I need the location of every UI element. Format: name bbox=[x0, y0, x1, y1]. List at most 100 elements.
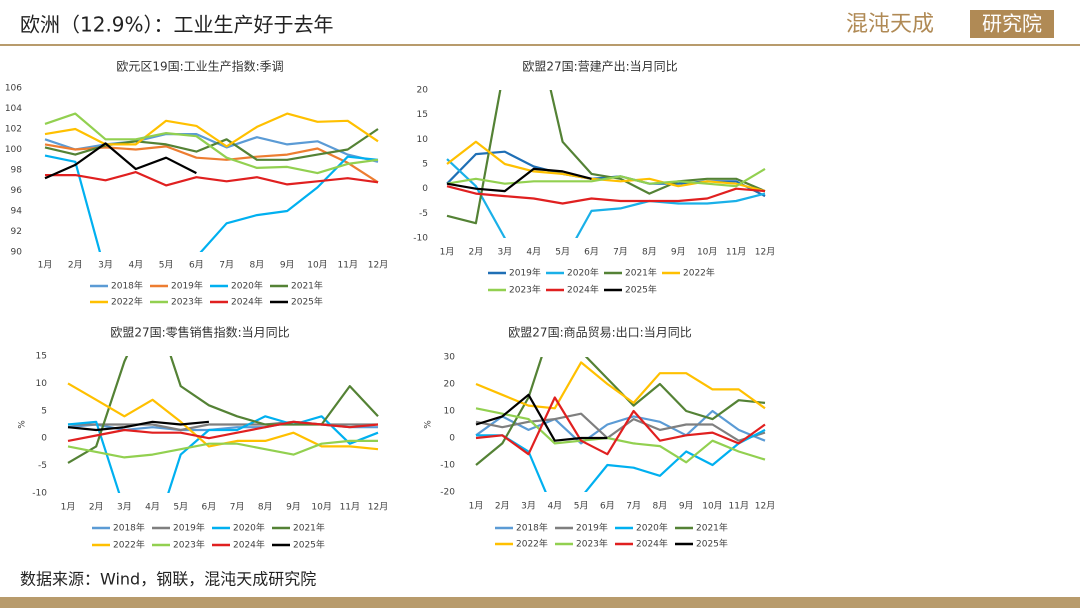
series-line bbox=[45, 171, 379, 187]
y-tick-label: 5 bbox=[41, 406, 47, 416]
y-tick-label: 15 bbox=[36, 352, 47, 362]
series-line bbox=[44, 142, 197, 180]
x-tick-label: 4月 bbox=[145, 502, 160, 513]
legend-label: 2023年 bbox=[171, 296, 203, 308]
legend-label: 2025年 bbox=[293, 539, 325, 551]
series-line bbox=[475, 361, 766, 410]
legend-label: 2024年 bbox=[233, 539, 265, 551]
legend-label: 2024年 bbox=[231, 296, 263, 308]
series-line bbox=[446, 90, 766, 225]
y-axis-label: % bbox=[18, 420, 28, 429]
logo-box-text: 研究院 bbox=[982, 12, 1042, 36]
x-tick-label: 7月 bbox=[626, 501, 641, 512]
x-tick-label: 9月 bbox=[280, 260, 295, 271]
x-tick-label: 9月 bbox=[286, 502, 301, 513]
legend-label: 2018年 bbox=[113, 522, 145, 534]
y-tick-label: -10 bbox=[413, 234, 428, 244]
y-tick-label: 10 bbox=[417, 135, 429, 145]
y-tick-label: 20 bbox=[417, 86, 429, 96]
x-tick-label: 5月 bbox=[159, 260, 174, 271]
y-tick-label: -5 bbox=[38, 461, 47, 471]
series-line bbox=[475, 393, 608, 442]
x-tick-label: 10月 bbox=[311, 502, 331, 513]
x-tick-label: 2月 bbox=[89, 502, 104, 513]
y-tick-label: 90 bbox=[11, 248, 23, 258]
x-tick-label: 11月 bbox=[338, 260, 358, 271]
series-line bbox=[44, 112, 379, 175]
plot bbox=[446, 90, 766, 238]
series-line bbox=[44, 133, 379, 163]
legend-label: 2023年 bbox=[509, 284, 541, 296]
series-line bbox=[446, 140, 766, 193]
x-tick-label: 10月 bbox=[697, 247, 717, 258]
series-line bbox=[67, 415, 379, 493]
legend-label: 2020年 bbox=[636, 522, 668, 534]
series-line bbox=[44, 154, 379, 252]
series-line bbox=[446, 185, 766, 205]
y-tick-label: 0 bbox=[422, 184, 428, 194]
x-tick-label: 12月 bbox=[755, 501, 775, 512]
footer-bar bbox=[0, 597, 1080, 608]
y-tick-label: -10 bbox=[440, 461, 455, 471]
y-tick-label: 20 bbox=[444, 380, 456, 390]
x-tick-label: 6月 bbox=[584, 247, 599, 258]
plot bbox=[475, 357, 766, 492]
y-axis-label: % bbox=[424, 420, 434, 429]
y-tick-label: 104 bbox=[5, 104, 22, 114]
legend-label: 2022年 bbox=[516, 538, 548, 550]
legend-label: 2018年 bbox=[111, 280, 143, 292]
x-tick-label: 3月 bbox=[117, 502, 132, 513]
y-tick-label: 102 bbox=[5, 125, 22, 135]
legend-label: 2025年 bbox=[625, 284, 657, 296]
x-tick-label: 12月 bbox=[368, 260, 388, 271]
x-tick-label: 9月 bbox=[671, 247, 686, 258]
y-tick-label: 92 bbox=[11, 227, 22, 237]
chart-title: 欧盟27国:商品贸易:出口:当月同比 bbox=[508, 325, 691, 340]
logo: 混沌天成 bbox=[846, 12, 934, 37]
legend-label: 2020年 bbox=[567, 267, 599, 279]
y-tick-label: -5 bbox=[419, 209, 428, 219]
x-tick-label: 3月 bbox=[98, 260, 113, 271]
x-tick-label: 7月 bbox=[230, 502, 245, 513]
x-tick-label: 12月 bbox=[368, 502, 388, 513]
series-line bbox=[475, 396, 766, 456]
legend-label: 2019年 bbox=[171, 280, 203, 292]
series-line bbox=[446, 167, 766, 188]
slide-title: 欧洲（12.9%）：工业生产好于去年 bbox=[20, 13, 334, 37]
y-tick-label: 10 bbox=[36, 379, 48, 389]
y-tick-label: -20 bbox=[440, 488, 455, 498]
legend-label: 2023年 bbox=[173, 539, 205, 551]
x-tick-label: 1月 bbox=[440, 247, 455, 258]
x-tick-label: 2月 bbox=[495, 501, 510, 512]
legend-label: 2024年 bbox=[636, 538, 668, 550]
legend-label: 2018年 bbox=[516, 522, 548, 534]
x-tick-label: 4月 bbox=[547, 501, 562, 512]
x-tick-label: 4月 bbox=[128, 260, 143, 271]
x-tick-label: 6月 bbox=[600, 501, 615, 512]
series-line bbox=[44, 112, 379, 148]
series-line bbox=[446, 158, 766, 238]
series-line bbox=[67, 356, 379, 464]
x-tick-label: 1月 bbox=[469, 501, 484, 512]
y-tick-label: 98 bbox=[11, 166, 23, 176]
legend-label: 2022年 bbox=[111, 296, 143, 308]
legend-label: 2022年 bbox=[683, 267, 715, 279]
legend-label: 2021年 bbox=[625, 267, 657, 279]
x-tick-label: 10月 bbox=[702, 501, 722, 512]
y-tick-label: 30 bbox=[444, 353, 456, 363]
x-tick-label: 8月 bbox=[642, 247, 657, 258]
legend-label: 2020年 bbox=[233, 522, 265, 534]
x-tick-label: 11月 bbox=[726, 247, 746, 258]
y-tick-label: -10 bbox=[32, 489, 47, 499]
x-tick-label: 12月 bbox=[755, 247, 775, 258]
x-tick-label: 4月 bbox=[526, 247, 541, 258]
series-line bbox=[475, 412, 766, 442]
y-tick-label: 15 bbox=[417, 110, 428, 120]
x-tick-label: 9月 bbox=[679, 501, 694, 512]
legend-label: 2021年 bbox=[293, 522, 325, 534]
legend-label: 2022年 bbox=[113, 539, 145, 551]
series-line bbox=[475, 409, 766, 445]
x-tick-label: 3月 bbox=[521, 501, 536, 512]
